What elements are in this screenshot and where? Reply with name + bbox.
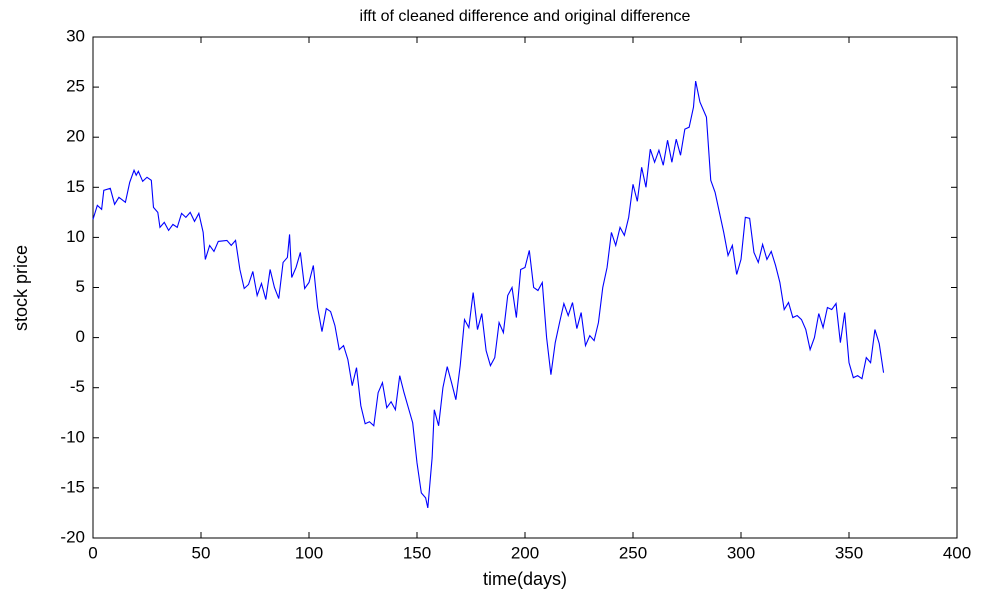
y-tick-label: 30 <box>66 26 85 45</box>
y-tick-label: -10 <box>60 427 85 446</box>
x-tick-label: 50 <box>192 543 211 562</box>
y-tick-label: -20 <box>60 527 85 546</box>
x-tick-label: 200 <box>511 543 539 562</box>
y-tick-label: 10 <box>66 227 85 246</box>
x-tick-label: 300 <box>727 543 755 562</box>
x-tick-label: 0 <box>88 543 97 562</box>
x-tick-label: 250 <box>619 543 647 562</box>
y-tick-label: -5 <box>70 377 85 396</box>
x-tick-label: 400 <box>943 543 971 562</box>
x-axis-label: time(days) <box>483 569 567 589</box>
y-tick-label: 5 <box>76 277 85 296</box>
y-tick-label: 20 <box>66 127 85 146</box>
y-tick-label: 15 <box>66 177 85 196</box>
x-tick-label: 150 <box>403 543 431 562</box>
y-tick-label: 0 <box>76 327 85 346</box>
y-tick-label: -15 <box>60 477 85 496</box>
x-tick-label: 100 <box>295 543 323 562</box>
line-series <box>92 80 885 509</box>
x-tick-label: 350 <box>835 543 863 562</box>
y-axis-label: stock price <box>11 245 31 331</box>
chart-title: ifft of cleaned difference and original … <box>360 8 691 25</box>
y-tick-label: 25 <box>66 77 85 96</box>
